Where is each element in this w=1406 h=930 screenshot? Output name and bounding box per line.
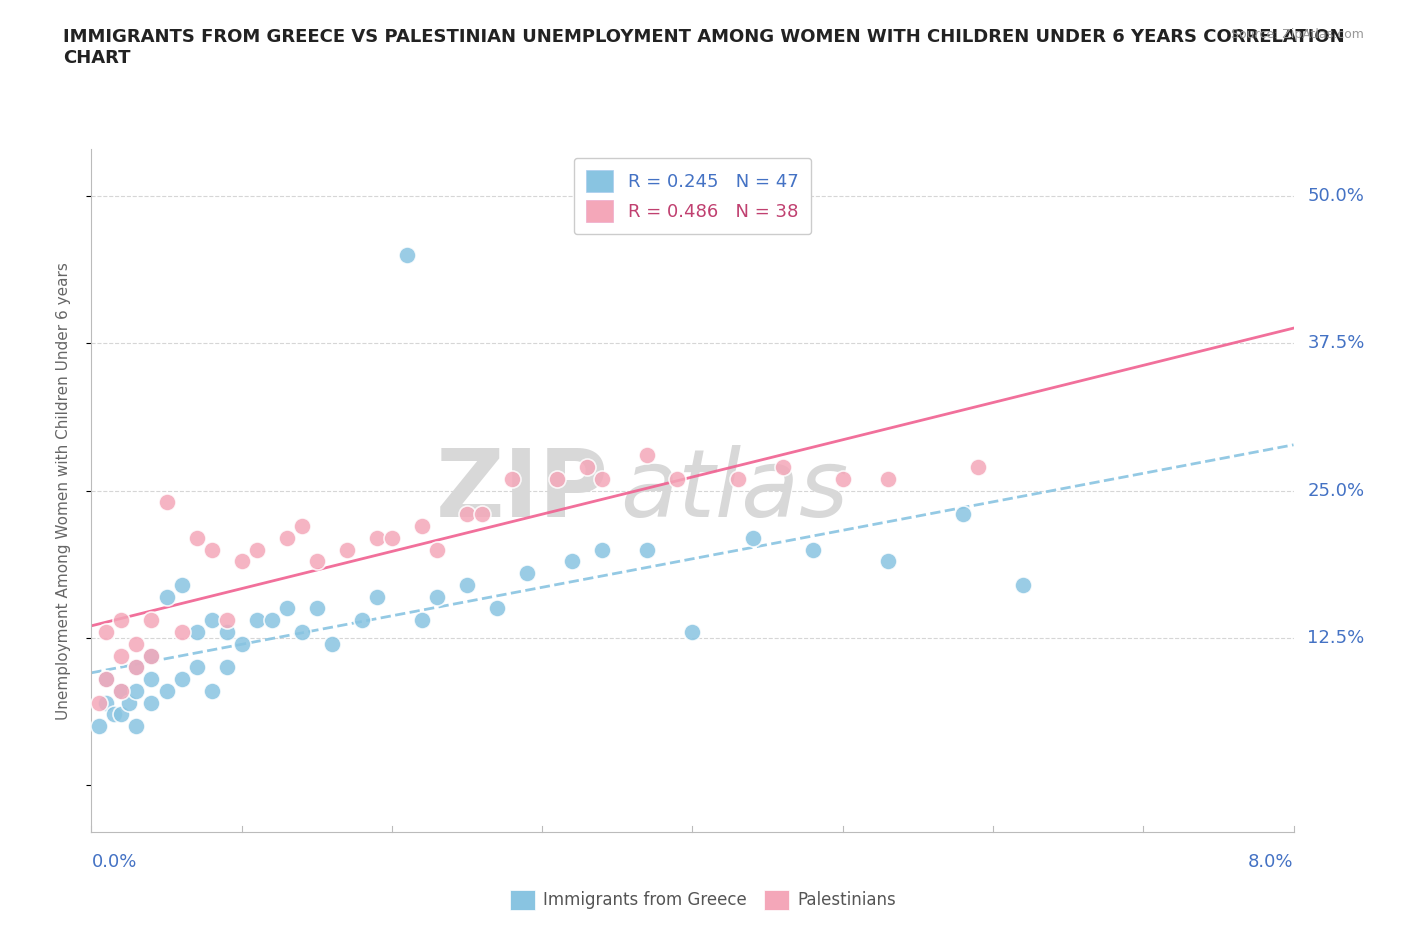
Point: [141, 648, 163, 663]
Point: [96, 671, 118, 686]
Point: [576, 459, 599, 474]
Point: [411, 613, 433, 628]
Point: [141, 648, 163, 663]
Point: [96, 625, 118, 640]
Point: [276, 530, 298, 545]
Point: [215, 625, 238, 640]
Legend: Immigrants from Greece, Palestinians: Immigrants from Greece, Palestinians: [503, 883, 903, 917]
Point: [952, 507, 974, 522]
Text: 8.0%: 8.0%: [1249, 853, 1294, 870]
Point: [1012, 578, 1035, 592]
Point: [876, 554, 898, 569]
Point: [681, 625, 703, 640]
Point: [87, 719, 110, 734]
Point: [546, 472, 568, 486]
Point: [741, 530, 763, 545]
Point: [291, 625, 314, 640]
Point: [141, 696, 163, 711]
Point: [141, 613, 163, 628]
Point: [305, 554, 328, 569]
Point: [87, 696, 110, 711]
Point: [110, 707, 132, 722]
Text: 25.0%: 25.0%: [1308, 482, 1365, 499]
Point: [561, 554, 583, 569]
Point: [727, 472, 749, 486]
Point: [516, 565, 538, 580]
Point: [260, 613, 283, 628]
Point: [666, 472, 689, 486]
Point: [186, 660, 208, 675]
Point: [426, 590, 449, 604]
Point: [772, 459, 794, 474]
Point: [96, 671, 118, 686]
Point: [276, 601, 298, 616]
Text: 0.0%: 0.0%: [91, 853, 136, 870]
Point: [201, 542, 224, 557]
Point: [831, 472, 853, 486]
Point: [456, 507, 478, 522]
Point: [456, 578, 478, 592]
Point: [125, 684, 148, 698]
Point: [231, 636, 253, 651]
Point: [118, 696, 141, 711]
Point: [591, 542, 613, 557]
Point: [215, 613, 238, 628]
Point: [201, 684, 224, 698]
Point: [215, 660, 238, 675]
Legend: R = 0.245   N = 47, R = 0.486   N = 38: R = 0.245 N = 47, R = 0.486 N = 38: [574, 158, 811, 234]
Point: [186, 530, 208, 545]
Text: atlas: atlas: [620, 445, 849, 536]
Text: 37.5%: 37.5%: [1308, 334, 1365, 352]
Point: [246, 613, 269, 628]
Point: [110, 684, 132, 698]
Text: IMMIGRANTS FROM GREECE VS PALESTINIAN UNEMPLOYMENT AMONG WOMEN WITH CHILDREN UND: IMMIGRANTS FROM GREECE VS PALESTINIAN UN…: [63, 28, 1346, 67]
Point: [96, 696, 118, 711]
Point: [366, 590, 388, 604]
Point: [501, 472, 523, 486]
Point: [231, 554, 253, 569]
Y-axis label: Unemployment Among Women with Children Under 6 years: Unemployment Among Women with Children U…: [56, 261, 70, 720]
Point: [486, 601, 509, 616]
Point: [141, 671, 163, 686]
Point: [366, 530, 388, 545]
Point: [801, 542, 824, 557]
Point: [201, 613, 224, 628]
Point: [125, 660, 148, 675]
Point: [155, 495, 177, 510]
Point: [110, 684, 132, 698]
Point: [125, 636, 148, 651]
Point: [155, 684, 177, 698]
Point: [291, 519, 314, 534]
Point: [876, 472, 898, 486]
Point: [636, 447, 658, 462]
Point: [125, 660, 148, 675]
Point: [305, 601, 328, 616]
Point: [110, 648, 132, 663]
Point: [110, 613, 132, 628]
Point: [103, 707, 125, 722]
Point: [170, 578, 193, 592]
Point: [411, 519, 433, 534]
Point: [170, 625, 193, 640]
Point: [636, 542, 658, 557]
Point: [471, 507, 494, 522]
Point: [170, 671, 193, 686]
Text: 12.5%: 12.5%: [1308, 629, 1365, 647]
Point: [186, 625, 208, 640]
Point: [336, 542, 359, 557]
Point: [426, 542, 449, 557]
Point: [967, 459, 990, 474]
Point: [246, 542, 269, 557]
Text: 50.0%: 50.0%: [1308, 187, 1364, 205]
Point: [381, 530, 404, 545]
Point: [350, 613, 373, 628]
Point: [321, 636, 343, 651]
Point: [591, 472, 613, 486]
Text: ZIP: ZIP: [436, 445, 609, 537]
Point: [125, 719, 148, 734]
Text: Source: ZipAtlas.com: Source: ZipAtlas.com: [1230, 28, 1364, 41]
Point: [395, 247, 418, 262]
Point: [155, 590, 177, 604]
